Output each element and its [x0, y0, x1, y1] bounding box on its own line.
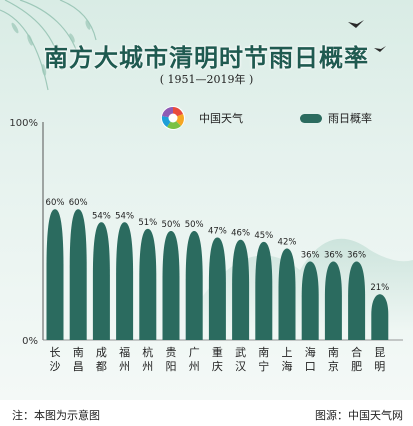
data-label-成都: 54%: [92, 211, 111, 221]
x-tick-label-贵阳-1: 阳: [166, 360, 177, 373]
x-tick-label-长沙-1: 沙: [50, 360, 61, 373]
x-tick-label-成都-1: 都: [96, 360, 107, 373]
x-tick-label-广州-1: 州: [189, 360, 200, 373]
data-label-南宁: 45%: [254, 231, 273, 241]
bar-长沙: [46, 209, 64, 340]
data-label-南昌: 60%: [69, 198, 88, 208]
bar-海口: [301, 261, 319, 340]
chart-subtitle: ( 1951—2019年 ): [159, 73, 254, 86]
bar-上海: [278, 248, 296, 340]
x-tick-label-南昌-1: 昌: [73, 360, 84, 373]
x-tick-label-南京-0: 南: [328, 346, 339, 359]
bar-重庆: [208, 237, 226, 340]
legend-series-label: 雨日概率: [328, 112, 372, 125]
legend-logo-text: 中国天气: [199, 112, 243, 125]
chart-title: 南方大城市清明时节雨日概率: [44, 43, 369, 72]
data-label-昆明: 21%: [370, 283, 389, 293]
x-tick-label-上海-1: 海: [282, 359, 293, 373]
data-label-长沙: 60%: [46, 198, 65, 208]
x-tick-label-福州-0: 福: [119, 345, 130, 359]
x-tick-label-南昌-0: 南: [73, 346, 84, 359]
bar-武汉: [232, 239, 250, 340]
x-tick-label-武汉-0: 武: [235, 346, 246, 359]
x-tick-label-杭州-1: 州: [142, 360, 153, 373]
data-label-杭州: 51%: [138, 218, 157, 228]
x-tick-label-重庆-1: 庆: [212, 359, 223, 373]
x-tick-label-上海-0: 上: [282, 346, 293, 359]
footer-source: 图源：中国天气网: [315, 409, 403, 422]
x-tick-label-长沙-0: 长: [50, 346, 61, 359]
x-tick-label-海口-0: 海: [305, 345, 316, 359]
y-tick-label-top: 100%: [9, 118, 38, 129]
bar-南宁: [255, 241, 273, 340]
x-tick-label-昆明-1: 明: [374, 360, 385, 373]
x-tick-label-昆明-0: 昆: [374, 346, 385, 359]
x-tick-label-南京-1: 京: [328, 359, 339, 373]
data-label-福州: 54%: [115, 211, 134, 221]
data-label-海口: 36%: [301, 251, 320, 261]
x-tick-label-合肥-1: 肥: [351, 360, 362, 373]
swallow-icon: [348, 20, 386, 52]
footer-note: 注：本图为示意图: [12, 409, 100, 422]
bar-南京: [324, 261, 342, 340]
x-tick-label-杭州-0: 杭: [142, 345, 153, 359]
data-label-重庆: 47%: [208, 227, 227, 237]
y-tick-label-bottom: 0%: [22, 336, 38, 347]
x-tick-label-贵阳-0: 贵: [166, 346, 177, 359]
bar-series: 60%长沙60%南昌54%成都54%福州51%杭州50%贵阳50%广州47%重庆…: [46, 198, 390, 373]
data-label-广州: 50%: [185, 220, 204, 230]
data-label-合肥: 36%: [347, 251, 366, 261]
data-label-武汉: 46%: [231, 229, 250, 239]
x-tick-label-南宁-1: 宁: [258, 359, 269, 373]
data-label-贵阳: 50%: [162, 220, 181, 230]
x-tick-label-成都-0: 成: [96, 346, 107, 359]
weather-logo-icon: [161, 106, 185, 130]
x-tick-label-重庆-0: 重: [212, 345, 223, 359]
x-tick-label-武汉-1: 汉: [235, 360, 246, 373]
data-label-上海: 42%: [278, 237, 297, 247]
bar-合肥: [348, 261, 366, 340]
footer: 注：本图为示意图 图源：中国天气网: [0, 400, 413, 426]
x-tick-label-南宁-0: 南: [258, 346, 269, 359]
willow-leaves: [11, 20, 91, 76]
bar-福州: [116, 222, 134, 340]
chart-canvas: 100% 0% 60%长沙60%南昌54%成都54%福州51%杭州50%贵阳50…: [0, 0, 413, 373]
bar-贵阳: [162, 231, 180, 340]
bar-杭州: [139, 228, 157, 340]
bar-昆明: [371, 294, 389, 340]
x-tick-label-海口-1: 口: [305, 360, 316, 373]
x-tick-label-广州-0: 广: [189, 346, 200, 359]
bar-成都: [92, 222, 110, 340]
chart-card: 100% 0% 60% 长沙 60% 南昌 54% 成都 54% 福州 51% 杭州 50% 贵阳 50…: [0, 0, 413, 400]
bar-广州: [185, 231, 203, 340]
data-label-南京: 36%: [324, 251, 343, 261]
x-tick-label-福州-1: 州: [119, 360, 130, 373]
legend-swatch: [300, 114, 322, 123]
x-tick-label-合肥-0: 合: [351, 345, 362, 359]
bar-南昌: [69, 209, 87, 340]
